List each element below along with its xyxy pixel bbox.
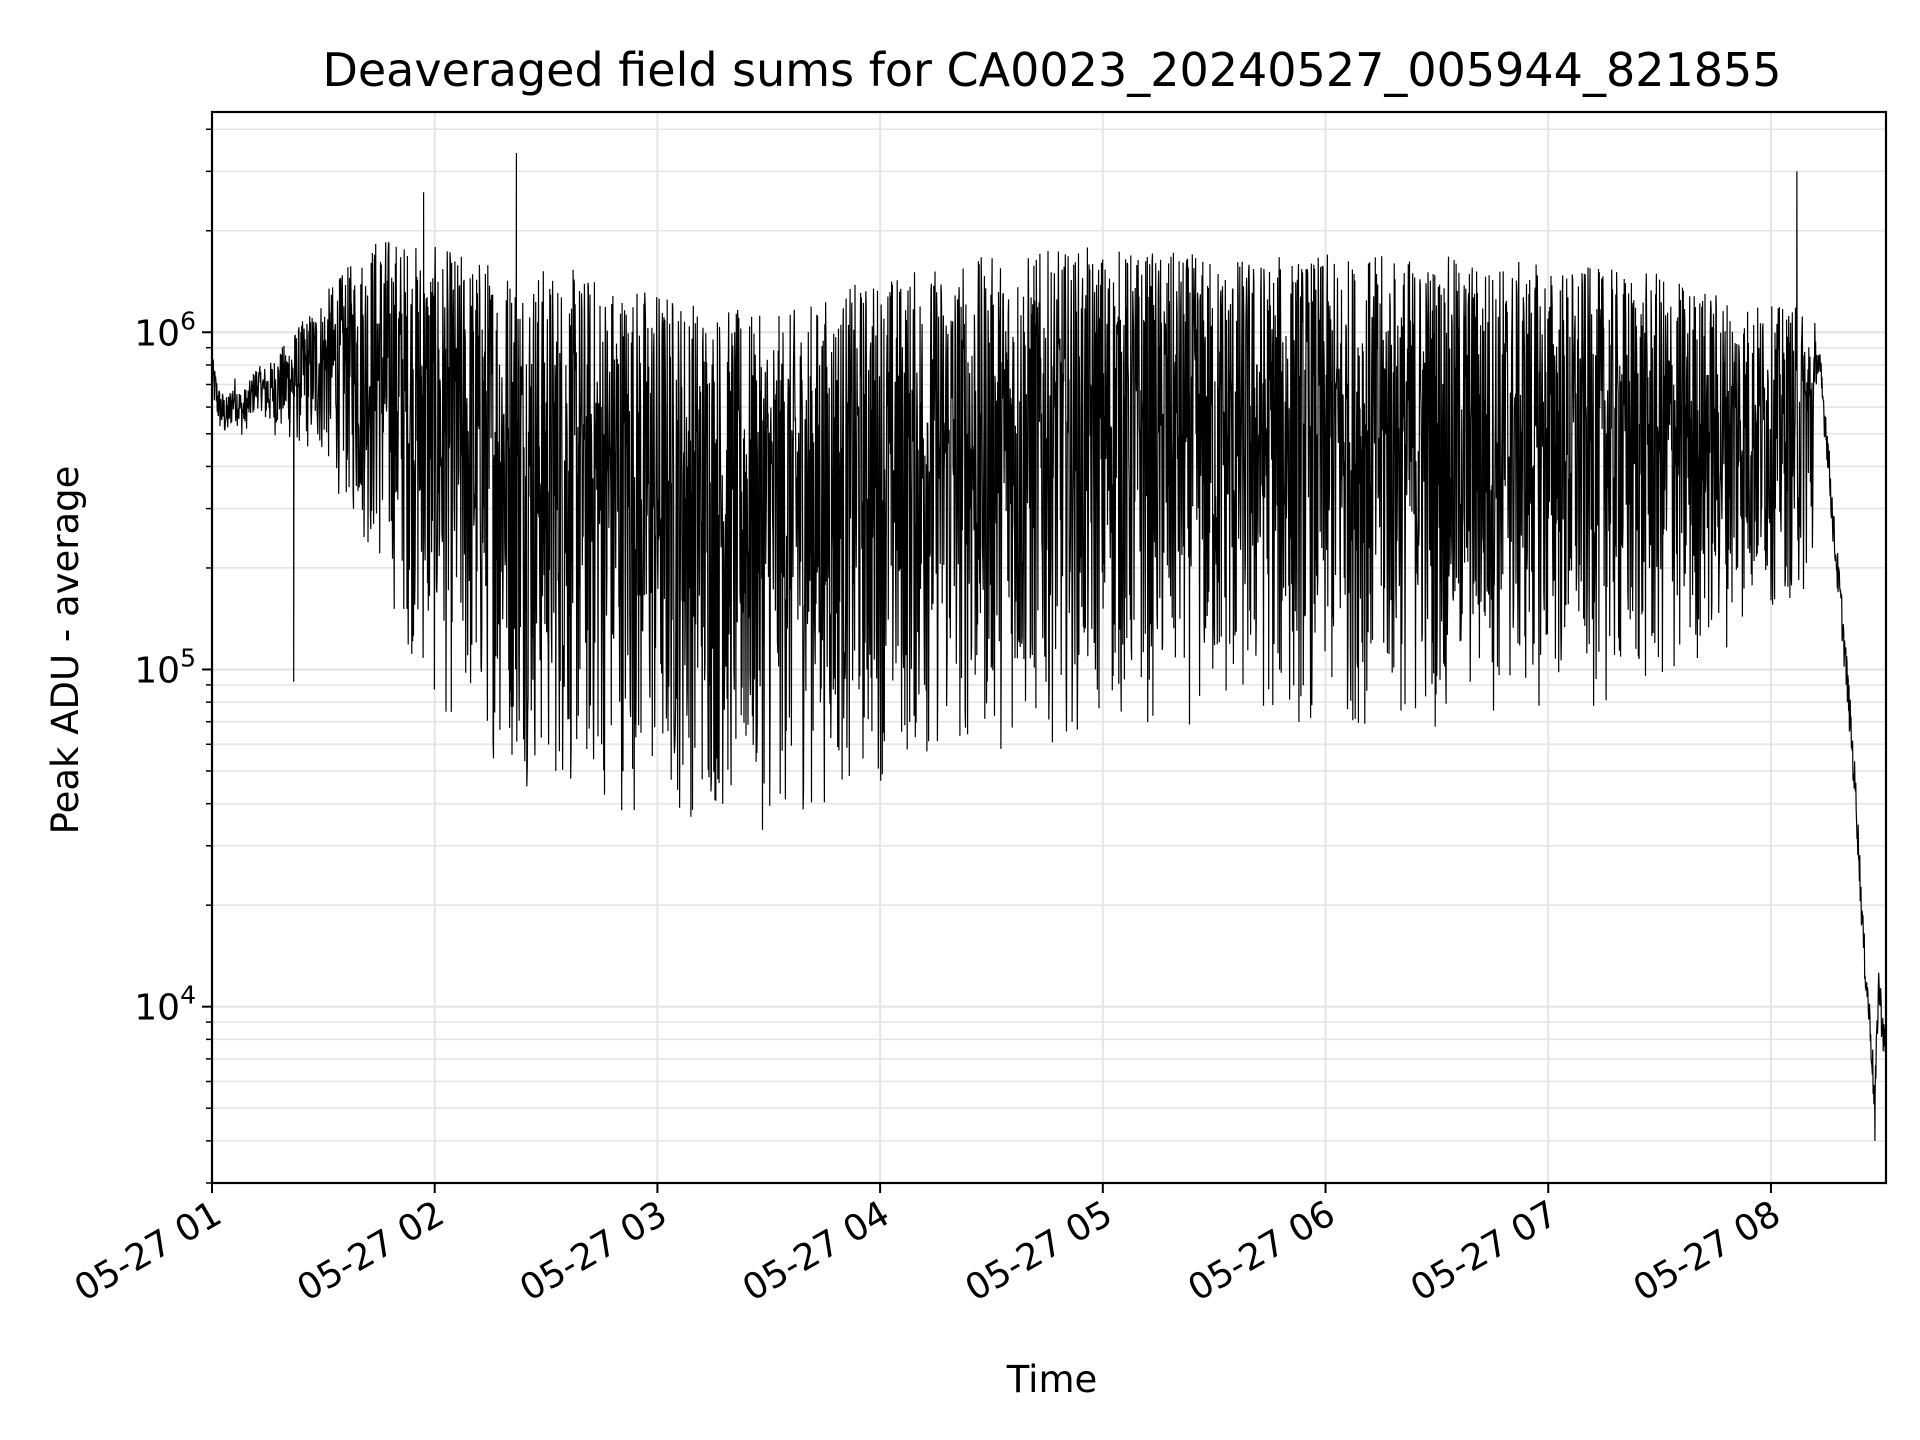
series-line (211, 152, 1887, 1141)
plot-frame (210, 110, 1888, 1185)
y-tick-label-base: 10 (134, 650, 180, 691)
y-tick-label-exponent: 4 (180, 981, 196, 1010)
y-tick-label-base: 10 (134, 988, 180, 1029)
chart-title: Deaveraged field sums for CA0023_2024052… (322, 43, 1781, 97)
y-tick-label: 105 (134, 643, 196, 691)
y-tick-label-exponent: 6 (180, 306, 196, 335)
y-tick-label-base: 10 (134, 313, 180, 354)
y-tick-label: 104 (134, 981, 196, 1029)
y-axis-label: Peak ADU - average (44, 466, 87, 835)
y-tick-label-exponent: 5 (180, 643, 196, 672)
y-tick-label: 106 (134, 306, 196, 354)
data-series (211, 152, 1887, 1141)
x-axis-label: Time (1006, 1358, 1098, 1401)
